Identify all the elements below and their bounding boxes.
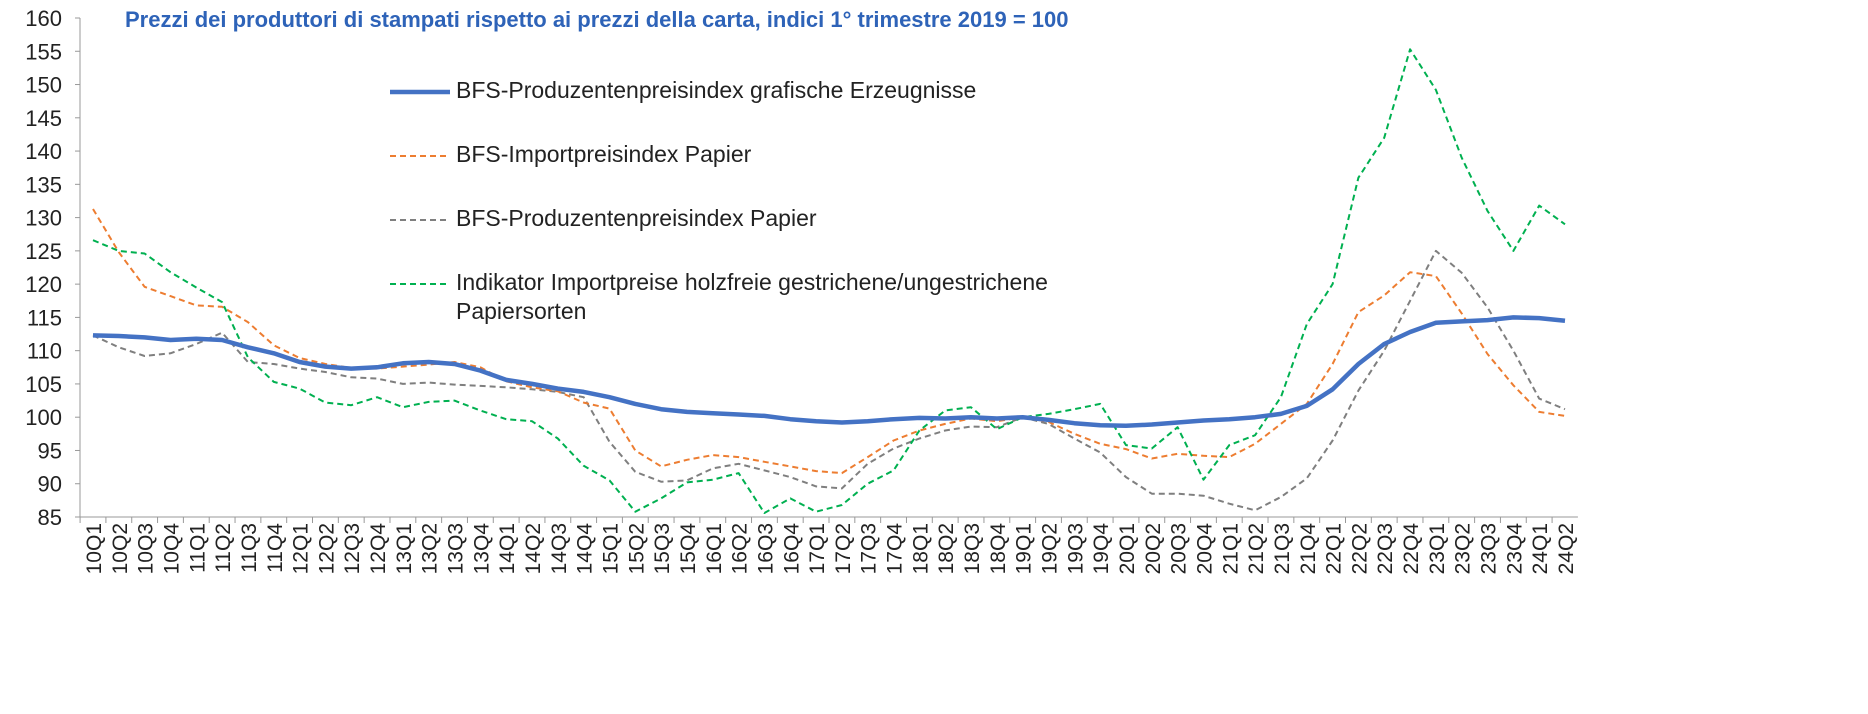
x-tick-label: 10Q2 [109,523,132,574]
legend-label: BFS-Produzentenpreisindex grafische Erze… [456,77,977,103]
x-tick-label: 13Q1 [393,523,416,574]
x-tick-label: 18Q1 [909,523,932,574]
x-tick-label: 19Q1 [1013,523,1036,574]
x-tick-label: 19Q3 [1064,523,1087,574]
chart-title: Prezzi dei produttori di stampati rispet… [125,7,1069,32]
x-tick-label: 16Q1 [703,523,726,574]
y-tick-label: 125 [25,239,62,264]
y-tick-label: 115 [27,305,62,330]
x-tick-label: 21Q2 [1245,523,1268,574]
x-tick-label: 24Q1 [1529,523,1552,574]
y-tick-label: 140 [25,139,62,164]
x-tick-label: 13Q4 [470,523,493,575]
x-tick-label: 12Q1 [290,523,313,574]
x-tick-label: 22Q2 [1348,523,1371,574]
series-line [92,315,1566,429]
legend-label: BFS-Produzentenpreisindex Papier [456,205,817,231]
x-tick-label: 11Q1 [186,523,209,573]
x-tick-label: 15Q4 [677,523,700,575]
x-tick-label: 15Q2 [625,523,648,574]
x-tick-label: 21Q3 [1271,523,1294,574]
x-tick-label: 12Q4 [367,523,390,575]
y-tick-label: 130 [25,206,62,231]
x-tick-label: 15Q3 [651,523,674,574]
x-tick-label: 18Q4 [987,523,1010,575]
series-line [92,48,1566,514]
x-tick-label: 11Q3 [238,523,261,573]
x-tick-label: 10Q4 [160,523,183,575]
x-tick-label: 16Q2 [729,523,752,574]
x-tick-label: 14Q1 [496,523,519,574]
x-tick-label: 14Q4 [574,523,597,575]
x-tick-label: 10Q1 [83,523,106,574]
x-tick-label: 24Q2 [1555,523,1578,574]
x-tick-label: 17Q1 [806,523,829,574]
legend-label: Indikator Importpreise holzfreie gestric… [456,269,1048,324]
legend-item: BFS-Produzentenpreisindex Papier [390,204,1136,233]
x-tick-label: 18Q3 [961,523,984,574]
legend-swatch [390,283,450,285]
y-tick-label: 120 [25,272,62,297]
y-tick-label: 150 [25,73,62,98]
x-tick-label: 14Q3 [548,523,571,574]
y-tick-label: 160 [25,6,62,31]
x-tick-label: 23Q1 [1426,523,1449,574]
x-tick-label: 17Q2 [832,523,855,574]
legend-label: BFS-Importpreisindex Papier [456,141,752,167]
series-line [92,249,1566,512]
legend-swatch [390,155,450,157]
x-tick-label: 16Q3 [754,523,777,574]
y-tick-label: 95 [38,438,62,463]
x-tick-label: 10Q3 [135,523,158,574]
x-tick-label: 23Q3 [1478,523,1501,574]
x-tick-label: 21Q4 [1297,523,1320,575]
x-tick-label: 11Q4 [264,523,287,573]
y-tick-label: 155 [25,39,62,64]
legend: BFS-Produzentenpreisindex grafische Erze… [390,76,1150,361]
x-tick-label: 20Q2 [1142,523,1165,574]
y-tick-label: 110 [27,339,62,364]
legend-item: Indikator Importpreise holzfreie gestric… [390,268,1136,326]
x-tick-label: 20Q4 [1193,523,1216,575]
x-tick-label: 11Q2 [212,523,235,573]
x-tick-label: 17Q3 [858,523,881,574]
x-tick-label: 15Q1 [599,523,622,574]
x-tick-label: 17Q4 [884,523,907,575]
x-tick-label: 19Q4 [1090,523,1113,575]
x-tick-label: 21Q1 [1219,523,1242,574]
legend-item: BFS-Produzentenpreisindex grafische Erze… [390,76,1136,105]
x-tick-label: 22Q1 [1323,523,1346,574]
x-tick-label: 20Q3 [1168,523,1191,574]
y-tick-label: 90 [38,472,62,497]
x-tick-label: 12Q2 [315,523,338,574]
y-tick-label: 100 [25,405,62,430]
legend-swatch [390,219,450,221]
y-tick-label: 135 [25,172,62,197]
x-tick-label: 12Q3 [341,523,364,574]
x-tick-label: 16Q4 [780,523,803,575]
x-tick-label: 18Q2 [935,523,958,574]
x-tick-label: 23Q4 [1503,523,1526,575]
legend-item: BFS-Importpreisindex Papier [390,140,1136,169]
y-tick-label: 85 [38,505,62,530]
x-tick-label: 20Q1 [1116,523,1139,574]
y-tick-label: 105 [25,372,62,397]
x-tick-label: 19Q2 [1039,523,1062,574]
x-tick-label: 13Q3 [445,523,468,574]
x-tick-label: 22Q4 [1400,523,1423,575]
x-tick-label: 23Q2 [1452,523,1475,574]
y-tick-label: 145 [25,106,62,131]
x-tick-label: 22Q3 [1374,523,1397,574]
legend-swatch [390,89,450,95]
x-tick-label: 14Q2 [522,523,545,574]
x-tick-label: 13Q2 [419,523,442,574]
